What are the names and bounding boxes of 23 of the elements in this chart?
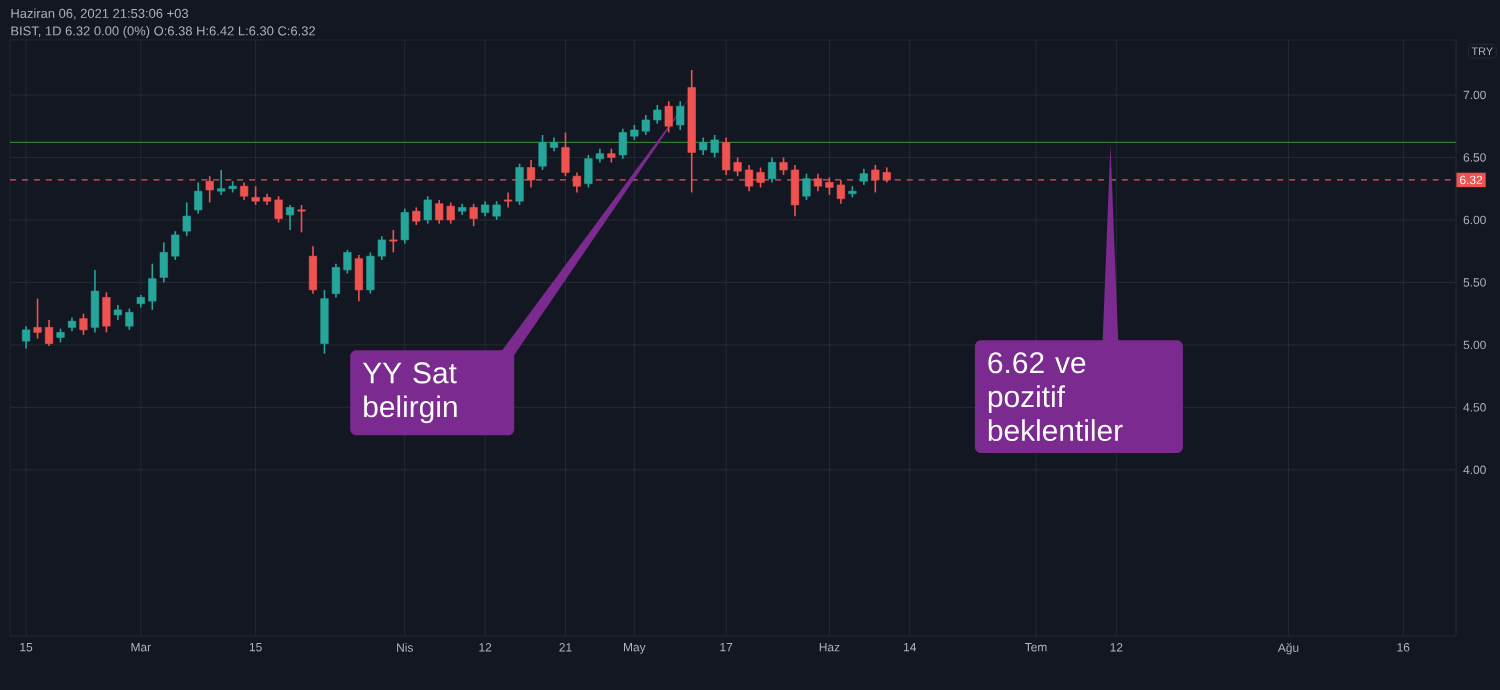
candlestick [503,191,513,209]
candlestick [389,229,398,254]
candlestick [676,100,685,131]
candlestick [423,195,432,225]
candlestick [469,202,478,227]
candlestick [297,204,306,234]
candlestick [194,181,203,215]
candlestick [354,254,363,302]
candlestick [400,207,409,245]
candlestick [79,312,88,336]
annotation: 6.62 ve pozitif beklentiler [988,352,1123,442]
annotation: YY Sat belirgin [362,362,457,424]
candlestick [308,245,318,295]
candlestick [182,201,191,237]
candlestick [102,291,111,334]
candlestick [320,289,329,355]
candlestick [664,100,673,134]
candlestick [515,162,524,206]
candlestick [802,172,811,201]
candlestick [285,204,295,231]
candlestick [767,156,777,184]
candlestick [90,269,100,334]
candlestick [21,325,31,350]
